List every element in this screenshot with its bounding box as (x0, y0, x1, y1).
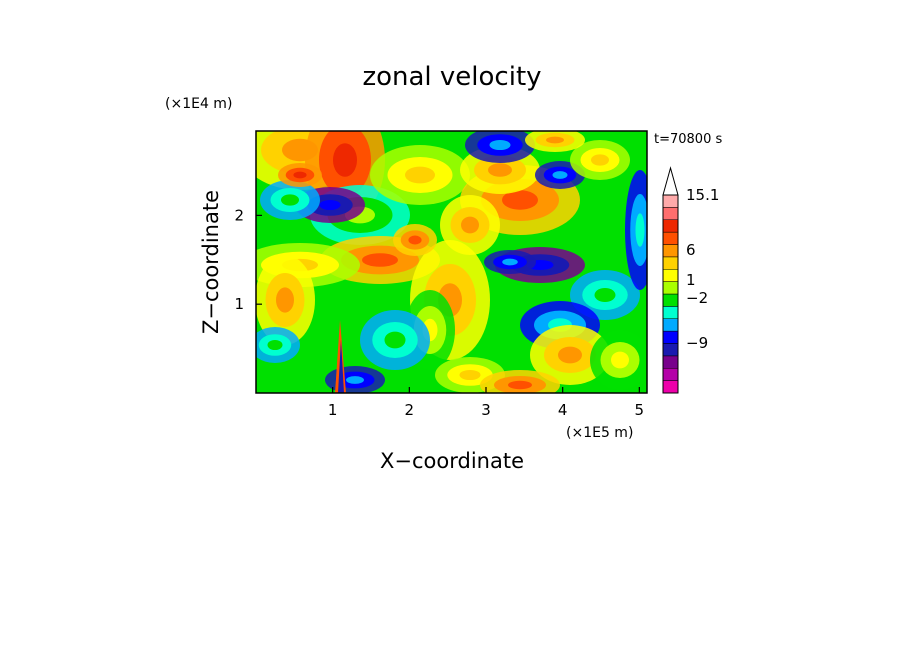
colorbar-swatch (662, 330, 679, 344)
colorbar-tick-label: 6 (686, 241, 696, 259)
colorbar-swatch (662, 269, 679, 282)
colorbar-swatch (662, 355, 679, 369)
y-tick-label: 1 (234, 295, 244, 313)
colorbar-swatch (662, 293, 679, 307)
colorbar-swatch (662, 207, 679, 220)
colorbar-tick-label: 1 (686, 271, 696, 289)
x-axis-ticks: 1 2 3 4 5 (328, 387, 644, 419)
time-label: t=70800 s (654, 132, 722, 147)
x-axis-label: X−coordinate (380, 449, 524, 473)
colorbar-swatch (662, 256, 679, 270)
x-tick-label: 1 (328, 401, 338, 419)
y-axis-label: Z−coordinate (199, 190, 223, 334)
colorbar-swatch (662, 194, 679, 208)
plot-frame (255, 130, 648, 394)
y-axis-ticks: 12 (234, 206, 262, 313)
x-unit-label: (×1E5 m) (566, 425, 633, 441)
colorbar-swatch (662, 368, 679, 381)
colorbar-swatch (662, 244, 679, 258)
x-tick-label: 2 (405, 401, 415, 419)
y-unit-label: (×1E4 m) (165, 96, 232, 112)
velocity-field (256, 131, 647, 393)
x-tick-label: 5 (635, 401, 645, 419)
colorbar-swatch (662, 281, 679, 295)
colorbar-swatch (662, 306, 679, 319)
colorbar-frame (662, 194, 679, 394)
colorbar-swatch (662, 231, 679, 245)
colorbar-tick-label: 15.1 (686, 186, 719, 204)
y-tick-label: 2 (234, 206, 244, 224)
colorbar-tick-label: −2 (686, 289, 708, 307)
colorbar-extend-arrow (662, 166, 679, 196)
chart-title: zonal velocity (362, 62, 541, 92)
colorbar-swatch (662, 318, 679, 332)
colorbar-swatch (662, 380, 679, 394)
x-tick-label: 3 (481, 401, 491, 419)
colorbar-swatch (662, 343, 679, 357)
colorbar: 15.1 6 1−2 −9 (662, 166, 719, 394)
x-tick-label: 4 (558, 401, 568, 419)
colorbar-tick-label: −9 (686, 334, 708, 352)
colorbar-swatch (662, 219, 679, 233)
